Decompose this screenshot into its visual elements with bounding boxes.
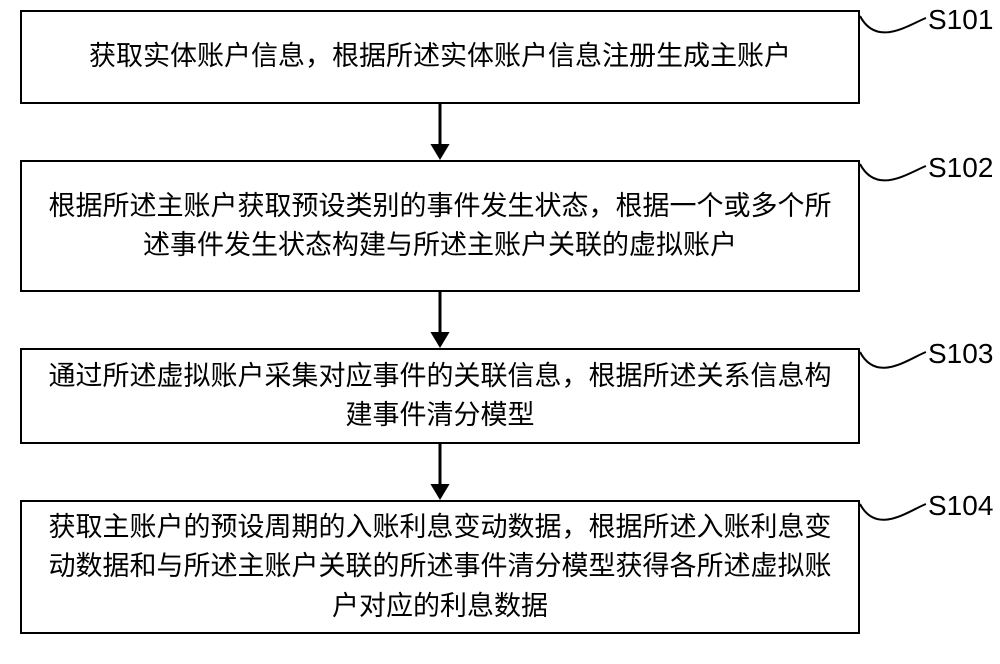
flowchart-canvas: 获取实体账户信息，根据所述实体账户信息注册生成主账户 S101 根据所述主账户获… (0, 0, 1000, 664)
arrows-layer (0, 0, 1000, 664)
